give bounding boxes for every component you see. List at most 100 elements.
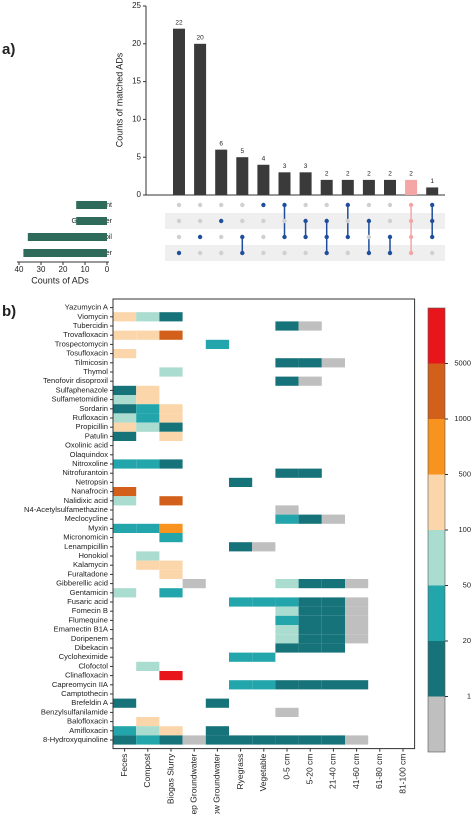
- matrix-dot: [240, 218, 245, 224]
- heatmap-cell: [298, 735, 322, 745]
- matrix-dot: [240, 202, 245, 208]
- row-label: Micronomicin: [63, 533, 108, 542]
- heatmap-cell: [159, 588, 183, 598]
- heatmap-cell: [345, 735, 369, 745]
- matrix-dot: [261, 218, 266, 224]
- panel-label: a): [2, 41, 15, 58]
- row-label: Brefeldin A: [71, 698, 109, 707]
- column-label: Vegetable: [258, 753, 268, 791]
- bar-label: 2: [325, 171, 329, 178]
- row-label: Nanafrocin: [71, 487, 108, 496]
- matrix-dot: [197, 202, 203, 208]
- row-label: N4-Acetylsulfamethazine: [24, 505, 108, 514]
- heatmap-cell: [321, 597, 345, 607]
- matrix-dot: [430, 202, 435, 208]
- row-label: Yazumycin A: [65, 303, 109, 312]
- heatmap-cell: [298, 358, 322, 368]
- matrix-dot: [324, 234, 329, 240]
- heatmap-cell: [229, 477, 253, 487]
- row-label: Capreomycin IIA: [52, 680, 109, 689]
- heatmap-cell: [159, 726, 183, 736]
- heatmap-cell: [275, 321, 299, 331]
- heatmap-cell: [159, 459, 183, 469]
- heatmap-cell: [159, 523, 183, 533]
- row-label: Benzylsulfanilamide: [41, 707, 108, 716]
- bar: [384, 179, 396, 195]
- heatmap-cell: [252, 597, 276, 607]
- matrix-dot: [197, 218, 203, 224]
- row-label: Sulfaphenazole: [56, 385, 108, 394]
- set-bar: [76, 217, 107, 225]
- matrix-dot: [408, 250, 414, 256]
- column-label: 5-20 cm: [304, 754, 314, 785]
- matrix-dot: [408, 218, 414, 224]
- heatmap-cell: [275, 579, 299, 589]
- matrix-dot: [345, 202, 350, 208]
- row-label: Nalidixic acid: [64, 496, 108, 505]
- heatmap-cell: [298, 579, 322, 589]
- panel-label: b): [2, 303, 16, 320]
- heatmap-cell: [321, 735, 345, 745]
- heatmap-cell: [298, 615, 322, 625]
- matrix-dot: [408, 202, 414, 208]
- heatmap-cell: [136, 459, 160, 469]
- row-label: Sulfametomidine: [51, 395, 108, 404]
- row-label: Patulin: [85, 431, 108, 440]
- bar: [405, 179, 418, 195]
- heatmap-cell: [136, 385, 160, 395]
- column-label: 0-5 cm: [281, 754, 291, 780]
- bar-label: 3: [304, 163, 308, 170]
- matrix-dot: [240, 234, 245, 240]
- row-label: Tosufloxacin: [66, 349, 108, 358]
- heatmap-cell: [321, 643, 345, 653]
- matrix-dot: [261, 250, 266, 256]
- row-label: Camptothecin: [61, 689, 108, 698]
- bar: [341, 179, 354, 195]
- matrix-dot: [366, 250, 372, 256]
- matrix-dot: [197, 250, 203, 256]
- heatmap-cell: [113, 735, 137, 745]
- matrix-dot: [303, 218, 308, 224]
- heatmap-cell: [159, 413, 183, 423]
- heatmap-cell: [159, 330, 183, 340]
- bar: [426, 187, 439, 195]
- heatmap-cell: [159, 560, 183, 570]
- heatmap-cell: [275, 468, 299, 478]
- heatmap-cell: [159, 671, 183, 681]
- heatmap-cell: [136, 404, 160, 414]
- y-tick-label: 25: [132, 1, 141, 10]
- matrix-dot: [303, 234, 308, 240]
- matrix-dot: [430, 218, 435, 224]
- colorbar-tick-label: 500: [458, 469, 471, 478]
- row-label: Fusaric acid: [67, 597, 108, 606]
- matrix-dot: [282, 202, 287, 208]
- matrix-dot: [387, 202, 393, 208]
- heatmap-cell: [229, 735, 253, 745]
- heatmap-cell: [298, 643, 322, 653]
- row-label: Nitroxoline: [72, 459, 108, 468]
- heatmap-cell: [136, 395, 160, 405]
- colorbar-segment: [428, 696, 445, 752]
- heatmap-cell: [113, 395, 137, 405]
- heatmap-cell: [252, 542, 276, 552]
- x-tick-label: 0: [105, 265, 110, 274]
- colorbar-segment: [428, 419, 445, 475]
- row-label: 8-Hydroxyquinoline: [43, 735, 108, 744]
- heatmap-cell: [159, 312, 183, 322]
- heatmap-cell: [113, 726, 137, 736]
- bar-label: 6: [219, 140, 223, 147]
- row-label: Myxin: [88, 523, 108, 532]
- matrix-dot: [240, 250, 245, 256]
- bar-label: 2: [388, 171, 392, 178]
- heatmap-cell: [136, 413, 160, 423]
- matrix-dot: [324, 250, 329, 256]
- column-label: Deep Groundwater: [188, 753, 198, 814]
- colorbar-segment: [428, 474, 445, 530]
- heatmap-cell: [321, 358, 345, 368]
- heatmap-cell: [298, 468, 322, 478]
- row-label: Oxolinic acid: [65, 441, 108, 450]
- x-tick-label: 10: [81, 265, 90, 274]
- matrix-dot: [303, 202, 308, 208]
- heatmap-cell: [113, 404, 137, 414]
- row-label: Clofoctol: [78, 661, 108, 670]
